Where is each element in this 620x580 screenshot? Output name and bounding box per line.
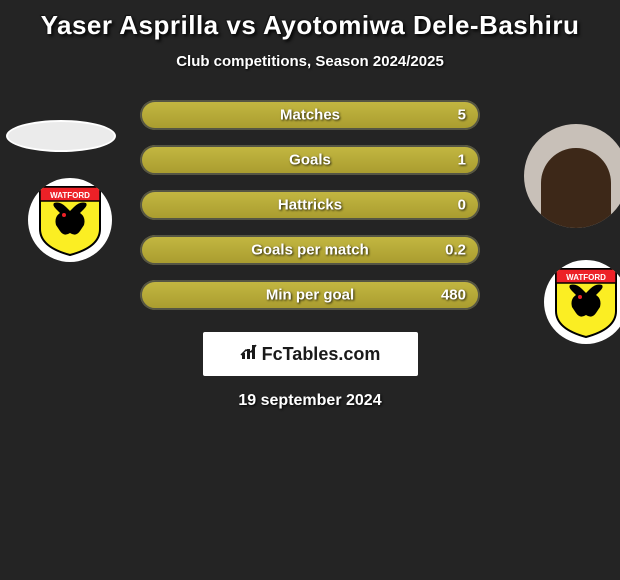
stat-value-right: 5: [458, 107, 466, 124]
player-right-avatar: [524, 124, 620, 228]
club-right-badge: WATFORD: [544, 260, 620, 344]
club-left-badge: WATFORD: [28, 178, 112, 262]
chart-icon: [240, 343, 258, 366]
subtitle: Club competitions, Season 2024/2025: [0, 53, 620, 70]
watford-badge-icon: WATFORD: [552, 265, 620, 339]
stat-label: Matches: [280, 107, 340, 124]
stats-bars: Matches 5 Goals 1 Hattricks 0 Goals per …: [140, 100, 480, 310]
page-title: Yaser Asprilla vs Ayotomiwa Dele-Bashiru: [0, 10, 620, 41]
date-text: 19 september 2024: [0, 392, 620, 410]
brand-text: FcTables.com: [240, 343, 381, 366]
stat-value-right: 480: [441, 287, 466, 304]
stat-value-right: 1: [458, 152, 466, 169]
stat-label: Min per goal: [266, 287, 354, 304]
brand-label: FcTables.com: [262, 344, 381, 365]
player-left-avatar: [6, 120, 116, 152]
stat-bar-goals-per-match: Goals per match 0.2: [140, 235, 480, 265]
svg-text:WATFORD: WATFORD: [50, 191, 90, 200]
brand-badge: FcTables.com: [203, 332, 418, 376]
watford-badge-icon: WATFORD: [36, 183, 104, 257]
stat-label: Goals per match: [251, 242, 369, 259]
stat-bar-hattricks: Hattricks 0: [140, 190, 480, 220]
stat-value-right: 0: [458, 197, 466, 214]
svg-text:WATFORD: WATFORD: [566, 273, 606, 282]
stat-label: Goals: [289, 152, 331, 169]
stat-bar-goals: Goals 1: [140, 145, 480, 175]
comparison-infographic: Yaser Asprilla vs Ayotomiwa Dele-Bashiru…: [0, 0, 620, 420]
stat-bar-min-per-goal: Min per goal 480: [140, 280, 480, 310]
stat-bar-matches: Matches 5: [140, 100, 480, 130]
stat-value-right: 0.2: [445, 242, 466, 259]
stat-label: Hattricks: [278, 197, 342, 214]
